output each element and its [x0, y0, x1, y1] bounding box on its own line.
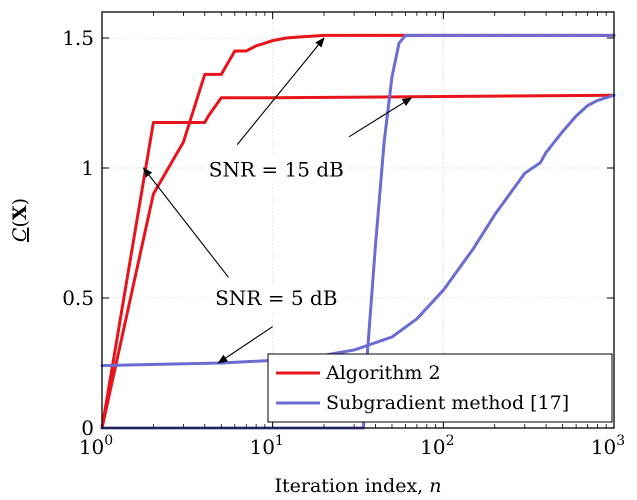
y-tick-label: 1: [81, 156, 94, 180]
y-tick-label: 0.5: [62, 286, 94, 310]
legend: Algorithm 2 Subgradient method [17]: [267, 353, 613, 423]
annotation-snr-5-background: [211, 284, 342, 312]
annotation-snr-5: SNR = 5 dB: [215, 286, 337, 310]
annotations: SNR = 15 dB SNR = 5 dB: [142, 37, 413, 364]
annotation-snr-15-arrow: [236, 37, 325, 145]
x-tick-label: 103: [591, 433, 625, 459]
plot-frame: [101, 11, 615, 429]
y-tick-label: 0: [81, 416, 94, 440]
series-line-1: [100, 33, 616, 430]
legend-box: [267, 353, 613, 423]
series-line-3: [100, 93, 616, 368]
legend-label: Algorithm 2: [325, 362, 441, 384]
annotation-snr-15-background: [204, 155, 348, 184]
x-tick-label: 102: [420, 433, 454, 459]
annotation-snr-15-arrow: [348, 97, 413, 138]
annotation-snr-5-arrow: [142, 167, 229, 278]
ticks: 100 101 102 103 0 0.5 1 1.5: [62, 12, 625, 459]
x-tick-label: 101: [249, 433, 283, 459]
annotation-snr-15: SNR = 15 dB: [209, 157, 344, 181]
y-axis-label: C(X): [9, 198, 31, 242]
annotation-snr-5-arrow: [217, 326, 273, 364]
legend-label: Subgradient method [17]: [326, 392, 569, 414]
x-tick-label: 100: [79, 433, 113, 459]
x-axis-label: Iteration index, n: [275, 475, 442, 497]
series-line-0: [100, 93, 616, 430]
y-tick-label: 1.5: [62, 26, 94, 50]
